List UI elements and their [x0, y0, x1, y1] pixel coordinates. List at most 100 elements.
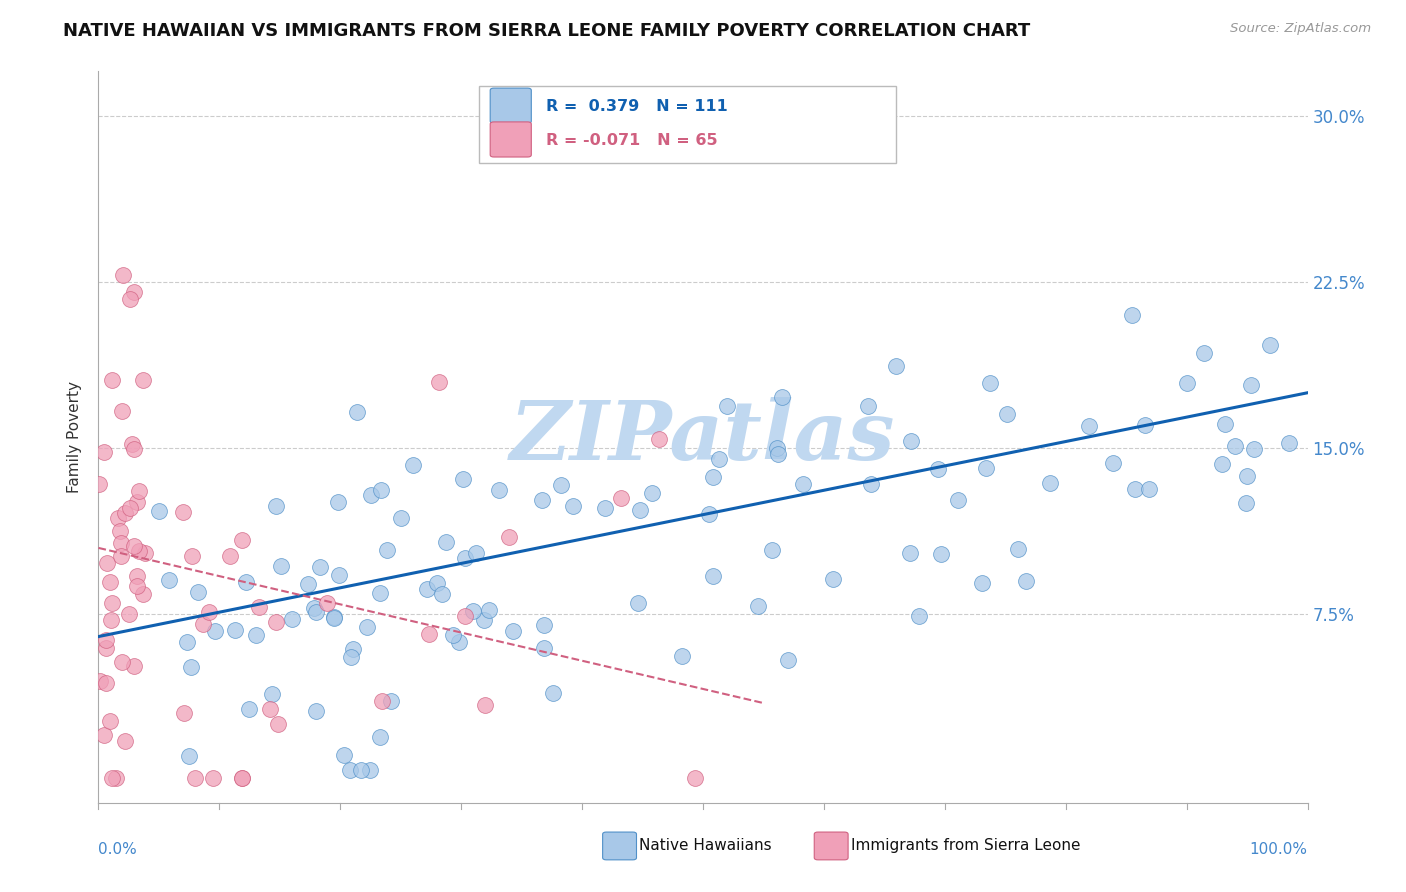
Point	[96, 640, 118, 655]
Point	[908, 609, 931, 624]
Point	[821, 573, 844, 587]
Point	[761, 542, 783, 557]
Point	[326, 495, 349, 509]
Point	[474, 698, 496, 713]
Point	[231, 533, 253, 547]
Point	[628, 503, 651, 517]
Text: Native Hawaiians: Native Hawaiians	[638, 838, 772, 854]
Point	[114, 506, 136, 520]
Point	[1077, 419, 1099, 434]
Point	[766, 447, 789, 461]
Point	[443, 628, 465, 642]
Point	[1015, 574, 1038, 588]
Point	[502, 624, 524, 638]
Point	[472, 614, 495, 628]
Point	[770, 390, 793, 404]
Point	[231, 772, 253, 786]
Point	[1137, 483, 1160, 497]
Point	[224, 623, 246, 637]
Point	[125, 569, 148, 583]
Point	[970, 575, 993, 590]
Point	[118, 607, 141, 622]
FancyBboxPatch shape	[491, 122, 531, 157]
Point	[860, 477, 883, 491]
Point	[370, 483, 392, 497]
Point	[322, 609, 344, 624]
Point	[1258, 337, 1281, 351]
Point	[426, 576, 449, 591]
Point	[259, 702, 281, 716]
Point	[204, 624, 226, 638]
Point	[465, 546, 488, 560]
Point	[191, 616, 214, 631]
Point	[121, 437, 143, 451]
Point	[898, 546, 921, 560]
Point	[122, 659, 145, 673]
Point	[316, 596, 339, 610]
Point	[184, 772, 207, 786]
Point	[453, 471, 475, 485]
Point	[418, 626, 440, 640]
Point	[98, 574, 121, 589]
Point	[1243, 442, 1265, 457]
Point	[98, 714, 121, 728]
Point	[478, 603, 501, 617]
Point	[309, 560, 332, 574]
Text: Immigrants from Sierra Leone: Immigrants from Sierra Leone	[851, 838, 1080, 854]
Point	[671, 648, 693, 663]
Point	[380, 694, 402, 708]
Text: Source: ZipAtlas.com: Source: ZipAtlas.com	[1230, 22, 1371, 36]
Point	[104, 772, 127, 786]
Point	[900, 434, 922, 448]
Point	[610, 491, 633, 506]
Point	[533, 618, 555, 632]
Point	[305, 704, 328, 718]
Point	[461, 604, 484, 618]
Point	[100, 373, 122, 387]
Point	[179, 749, 201, 764]
Point	[884, 359, 907, 373]
Point	[1194, 346, 1216, 360]
Point	[427, 376, 450, 390]
Point	[541, 686, 564, 700]
Point	[339, 649, 361, 664]
Point	[202, 772, 225, 786]
Point	[531, 493, 554, 508]
Point	[368, 730, 391, 744]
Point	[498, 530, 520, 544]
Point	[1236, 469, 1258, 483]
Point	[416, 582, 439, 597]
Point	[359, 763, 381, 777]
Point	[1039, 475, 1062, 490]
Point	[776, 653, 799, 667]
Point	[626, 596, 648, 610]
Point	[979, 376, 1001, 390]
Point	[434, 534, 457, 549]
Point	[533, 641, 555, 656]
Point	[333, 747, 356, 762]
Point	[110, 549, 132, 564]
Point	[647, 432, 669, 446]
Point	[122, 285, 145, 299]
Text: 100.0%: 100.0%	[1250, 842, 1308, 856]
Point	[297, 576, 319, 591]
Point	[110, 536, 132, 550]
Point	[101, 772, 124, 786]
Point	[270, 558, 292, 573]
Point	[702, 470, 724, 484]
Point	[488, 483, 510, 497]
Point	[1211, 457, 1233, 471]
Point	[747, 599, 769, 613]
Text: ZIPatlas: ZIPatlas	[510, 397, 896, 477]
Point	[127, 495, 149, 509]
Point	[120, 500, 142, 515]
Point	[122, 442, 145, 456]
Text: R = -0.071   N = 65: R = -0.071 N = 65	[546, 133, 717, 148]
Point	[245, 628, 267, 642]
Point	[641, 486, 664, 500]
Point	[148, 503, 170, 517]
Point	[360, 488, 382, 502]
Point	[1121, 308, 1143, 322]
Point	[792, 477, 814, 491]
Text: NATIVE HAWAIIAN VS IMMIGRANTS FROM SIERRA LEONE FAMILY POVERTY CORRELATION CHART: NATIVE HAWAIIAN VS IMMIGRANTS FROM SIERR…	[63, 22, 1031, 40]
